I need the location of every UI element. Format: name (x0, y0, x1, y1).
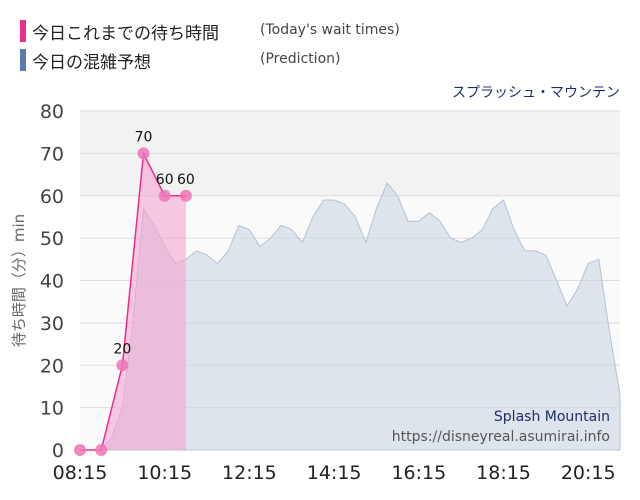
y-tick-label: 20 (40, 355, 64, 377)
data-label: 60 (177, 172, 195, 188)
x-tick-label: 12:15 (222, 462, 277, 484)
data-label: 70 (135, 129, 153, 145)
legend-today-en: (Today's wait times) (260, 22, 400, 38)
today-point (74, 444, 86, 456)
legend-prediction: 今日の混雑予想 (20, 49, 151, 73)
legend-prediction-label: 今日の混雑予想 (32, 52, 151, 73)
today-point (158, 189, 171, 202)
y-tick-label: 80 (40, 101, 64, 123)
legend-prediction-en: (Prediction) (260, 51, 341, 67)
watermark-url: https://disneyreal.asumirai.info (392, 429, 610, 445)
data-label: 20 (113, 341, 131, 357)
today-point (137, 147, 150, 160)
y-tick-label: 70 (40, 143, 64, 165)
y-tick-label: 0 (52, 440, 64, 462)
y-tick-label: 50 (40, 228, 64, 250)
y-axis-label: 待ち時間（分）min (10, 214, 28, 347)
today-point (95, 444, 108, 456)
legend-today: 今日これまでの待ち時間 (20, 20, 219, 44)
y-tick-label: 60 (40, 186, 64, 208)
y-tick-label: 10 (40, 398, 64, 420)
today-point (116, 359, 129, 372)
x-tick-label: 18:15 (476, 462, 531, 484)
x-tick-label: 08:15 (53, 462, 108, 484)
x-tick-label: 16:15 (391, 462, 446, 484)
y-tick-label: 30 (40, 313, 64, 335)
data-label: 60 (156, 172, 174, 188)
today-point (179, 189, 192, 202)
watermark-name: Splash Mountain (494, 409, 610, 425)
legend-prediction-swatch (20, 49, 26, 71)
today-area (80, 153, 186, 450)
x-tick-label: 14:15 (307, 462, 362, 484)
legend-today-swatch (20, 20, 26, 42)
legend-today-label: 今日これまでの待ち時間 (32, 23, 219, 44)
x-tick-label: 20:15 (561, 462, 616, 484)
x-tick-label: 10:15 (137, 462, 192, 484)
chart-title: スプラッシュ・マウンテン (452, 85, 620, 101)
y-tick-label: 40 (40, 271, 64, 293)
